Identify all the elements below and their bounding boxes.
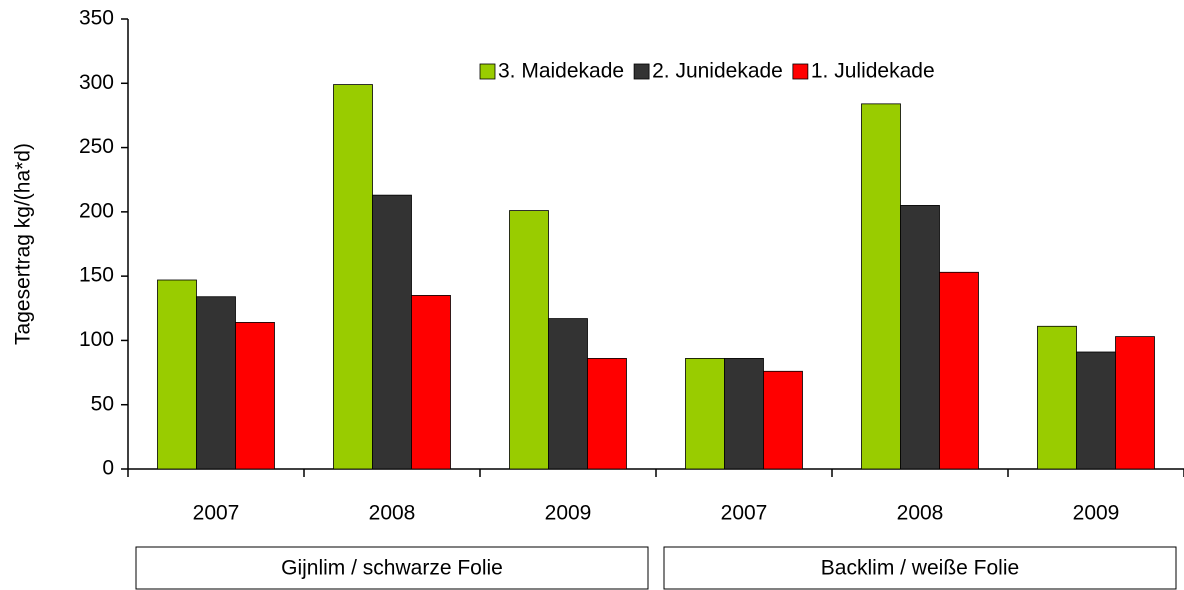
y-tick-label: 300: [79, 71, 114, 94]
bar: [939, 271, 979, 470]
group-label: Gijnlim / schwarze Folie: [281, 557, 503, 580]
bar: [333, 84, 373, 470]
bar: [372, 194, 412, 470]
x-tick-label: 2007: [721, 502, 768, 525]
x-tick-label: 2008: [369, 502, 416, 525]
bar: [235, 322, 275, 470]
bar: [1115, 336, 1155, 470]
bar: [157, 279, 197, 470]
x-tick-label: 2009: [545, 502, 592, 525]
bar: [196, 296, 236, 470]
legend-label: 2. Junidekade: [652, 60, 783, 83]
y-axis-label: Tagesertrag kg/(ha*d): [12, 143, 35, 345]
x-tick-label: 2007: [193, 502, 240, 525]
y-tick-label: 200: [79, 199, 114, 222]
bar: [1037, 325, 1077, 470]
y-tick-label: 350: [79, 7, 114, 30]
group-label: Backlim / weiße Folie: [821, 557, 1019, 580]
group-box: [135, 546, 649, 590]
bar: [900, 205, 940, 470]
bar: [509, 210, 549, 470]
legend-swatch: [479, 63, 496, 80]
y-tick-label: 150: [79, 264, 114, 287]
legend-swatch: [633, 63, 650, 80]
y-tick-label: 0: [102, 457, 114, 480]
bar: [411, 295, 451, 470]
x-tick-label: 2009: [1073, 502, 1120, 525]
legend-swatch: [792, 63, 809, 80]
bar: [587, 358, 627, 470]
legend-label: 1. Julidekade: [811, 60, 935, 83]
bar: [724, 358, 764, 470]
y-tick-label: 250: [79, 135, 114, 158]
bar: [861, 103, 901, 470]
bar: [763, 370, 803, 470]
y-tick-label: 50: [91, 392, 114, 415]
group-box: [663, 546, 1177, 590]
bar: [548, 318, 588, 470]
y-tick-label: 100: [79, 328, 114, 351]
x-tick-label: 2008: [897, 502, 944, 525]
bar: [1076, 351, 1116, 470]
bar: [685, 358, 725, 470]
legend-label: 3. Maidekade: [498, 60, 624, 83]
